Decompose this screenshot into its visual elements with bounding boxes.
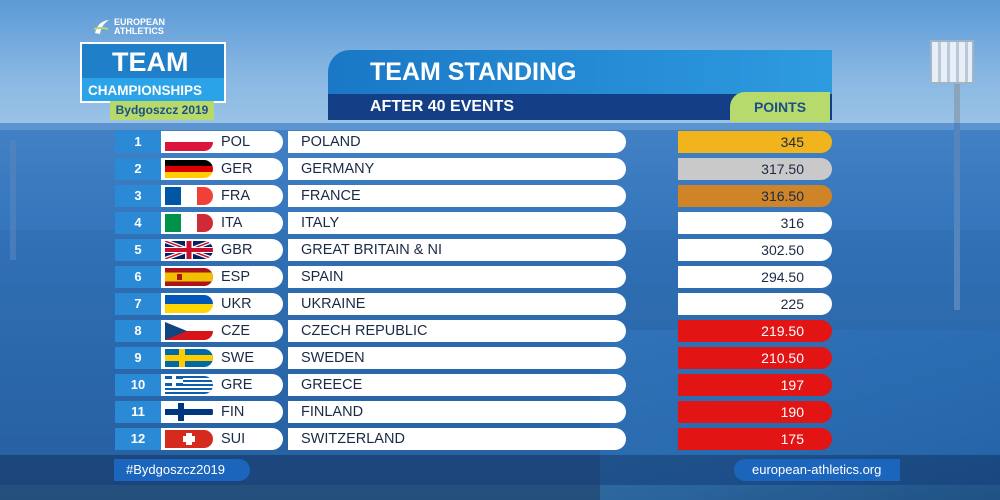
country-code: GER — [221, 161, 253, 177]
rank-cell: 2 GER — [115, 158, 283, 180]
country-name: GREAT BRITAIN & NI — [288, 239, 626, 261]
rank-cell: 10 GRE — [115, 374, 283, 396]
points-column-header: POINTS — [730, 92, 830, 122]
country-name: FRANCE — [288, 185, 626, 207]
country-name: SWEDEN — [288, 347, 626, 369]
country-name: GREECE — [288, 374, 626, 396]
rank-cell: 3 FRA — [115, 185, 283, 207]
hashtag-label: #Bydgoszcz2019 — [114, 459, 250, 481]
logo-team-text: TEAM — [80, 42, 226, 78]
points-value: 302.50 — [678, 239, 832, 261]
rank-cell: 4 ITA — [115, 212, 283, 234]
rank-cell: 12 SUI — [115, 428, 283, 450]
table-row: 12 SUI SWITZERLAND 175 — [0, 428, 1000, 450]
rank-cell: 1 POL — [115, 131, 283, 153]
points-value: 317.50 — [678, 158, 832, 180]
country-name: SPAIN — [288, 266, 626, 288]
country-code: CZE — [221, 323, 250, 339]
sui-flag-icon — [165, 430, 213, 448]
country-code: GRE — [221, 377, 253, 393]
country-code: GBR — [221, 242, 253, 258]
rank-number: 8 — [115, 320, 161, 342]
country-name: CZECH REPUBLIC — [288, 320, 626, 342]
rank-number: 7 — [115, 293, 161, 315]
rank-cell: 6 ESP — [115, 266, 283, 288]
rank-number: 2 — [115, 158, 161, 180]
country-code: FRA — [221, 188, 250, 204]
cze-flag-icon — [165, 322, 213, 340]
points-value: 210.50 — [678, 347, 832, 369]
table-row: 5 GBR GREAT BRITAIN & NI 302.50 — [0, 239, 1000, 261]
points-value: 316 — [678, 212, 832, 234]
country-code: ESP — [221, 269, 251, 285]
table-row: 11 FIN FINLAND 190 — [0, 401, 1000, 423]
logo-championships-text: CHAMPIONSHIPS — [80, 78, 226, 103]
table-row: 2 GER GERMANY 317.50 — [0, 158, 1000, 180]
ukr-flag-icon — [165, 295, 213, 313]
points-value: 190 — [678, 401, 832, 423]
rank-number: 10 — [115, 374, 161, 396]
ger-flag-icon — [165, 160, 213, 178]
points-value: 316.50 — [678, 185, 832, 207]
table-row: 3 FRA FRANCE 316.50 — [0, 185, 1000, 207]
esp-flag-icon — [165, 268, 213, 286]
country-code: FIN — [221, 404, 245, 420]
logo-city-text: Bydgoszcz 2019 — [110, 101, 214, 120]
rank-number: 12 — [115, 428, 161, 450]
country-name: ITALY — [288, 212, 626, 234]
logo-org-name: EUROPEAN ATHLETICS — [80, 14, 226, 44]
table-row: 9 SWE SWEDEN 210.50 — [0, 347, 1000, 369]
country-code: SWE — [221, 350, 255, 366]
points-value: 175 — [678, 428, 832, 450]
points-value: 197 — [678, 374, 832, 396]
logo-org-line-1: EUROPEAN — [114, 17, 166, 27]
country-name: GERMANY — [288, 158, 626, 180]
rank-number: 3 — [115, 185, 161, 207]
table-row: 10 GRE GREECE 197 — [0, 374, 1000, 396]
country-name: FINLAND — [288, 401, 626, 423]
points-value: 219.50 — [678, 320, 832, 342]
rank-number: 6 — [115, 266, 161, 288]
table-row: 7 UKR UKRAINE 225 — [0, 293, 1000, 315]
title-banner: TEAM STANDING — [328, 50, 832, 94]
points-value: 294.50 — [678, 266, 832, 288]
logo-org-line-2: ATHLETICS — [114, 26, 164, 36]
country-code: POL — [221, 134, 251, 150]
floodlight-icon — [930, 40, 974, 84]
rank-cell: 8 CZE — [115, 320, 283, 342]
table-row: 8 CZE CZECH REPUBLIC 219.50 — [0, 320, 1000, 342]
fin-flag-icon — [165, 403, 213, 421]
country-code: ITA — [221, 215, 243, 231]
country-code: UKR — [221, 296, 252, 312]
fra-flag-icon — [165, 187, 213, 205]
ita-flag-icon — [165, 214, 213, 232]
european-athletics-emblem-icon — [93, 20, 109, 34]
rank-cell: 7 UKR — [115, 293, 283, 315]
swe-flag-icon — [165, 349, 213, 367]
championship-logo: EUROPEAN ATHLETICS TEAM CHAMPIONSHIPS By… — [80, 14, 226, 120]
rank-cell: 5 GBR — [115, 239, 283, 261]
pol-flag-icon — [165, 133, 213, 151]
rank-number: 4 — [115, 212, 161, 234]
country-name: UKRAINE — [288, 293, 626, 315]
rank-cell: 11 FIN — [115, 401, 283, 423]
rank-cell: 9 SWE — [115, 347, 283, 369]
gre-flag-icon — [165, 376, 213, 394]
table-row: 6 ESP SPAIN 294.50 — [0, 266, 1000, 288]
rank-number: 1 — [115, 131, 161, 153]
rank-number: 11 — [115, 401, 161, 423]
country-name: POLAND — [288, 131, 626, 153]
country-code: SUI — [221, 431, 246, 447]
points-value: 225 — [678, 293, 832, 315]
rank-number: 5 — [115, 239, 161, 261]
table-row: 1 POL POLAND 345 — [0, 131, 1000, 153]
table-row: 4 ITA ITALY 316 — [0, 212, 1000, 234]
website-label: european-athletics.org — [734, 459, 900, 481]
country-name: SWITZERLAND — [288, 428, 626, 450]
points-value: 345 — [678, 131, 832, 153]
rank-number: 9 — [115, 347, 161, 369]
gbr-flag-icon — [165, 241, 213, 259]
